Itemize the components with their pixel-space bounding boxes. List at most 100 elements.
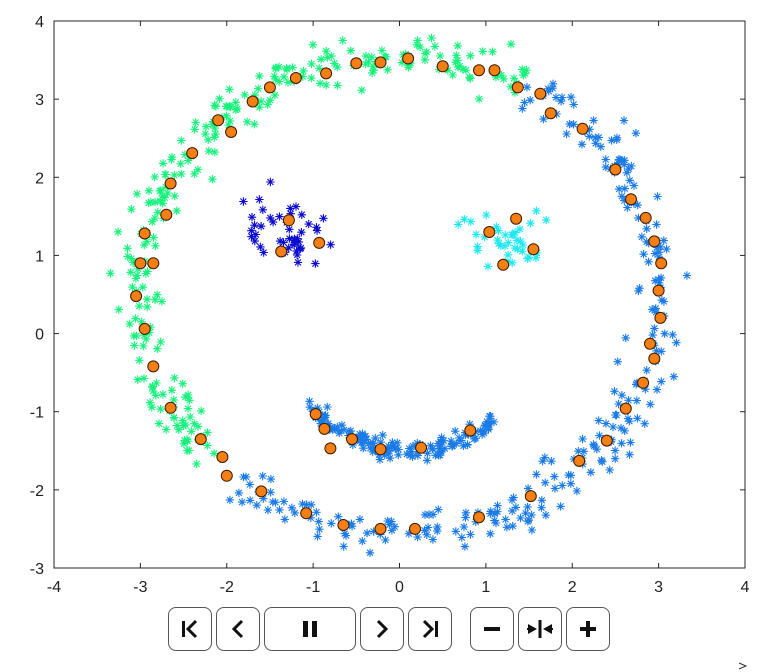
cluster-2-point [287,503,296,512]
cluster-4-point [285,225,294,234]
previous-frame-button[interactable] [216,607,260,651]
faster-button[interactable] [566,607,610,651]
cluster-4-point [289,240,299,249]
cluster-1-point [256,97,266,106]
cluster-3-point [402,450,411,459]
cluster-2-point [648,330,657,340]
first-frame-button[interactable] [168,607,212,651]
cluster-2-point [355,515,365,524]
cluster-1-point [169,413,179,423]
cluster-3-point [378,430,387,440]
cluster-2-point [362,528,372,538]
cluster-1-point [174,425,183,434]
x-tick-label: -2 [220,579,234,596]
cluster-5-point [454,220,463,229]
cluster-1-point [307,59,316,69]
cluster-5-point [532,206,541,215]
cluster-2-point [537,496,546,505]
cluster-3-point [431,451,440,460]
cluster-2-point [544,87,553,96]
cluster-2-point [633,414,642,423]
cluster-2-point [660,329,669,338]
cluster-2-point [662,244,671,254]
reset-speed-button[interactable] [518,607,562,651]
cluster-1-point [255,71,264,81]
cluster-1-point [153,290,162,299]
cluster-1-point [153,344,162,353]
cluster-1-point [381,52,391,61]
cluster-1-point [333,81,342,90]
cluster-2-point [650,249,660,258]
cluster-1-point [222,111,231,120]
cluster-2-point [527,510,536,520]
cluster-2-point [347,519,356,528]
cluster-1-point [167,386,176,395]
centroid-point [337,519,350,531]
cluster-1-point [183,437,192,446]
cluster-2-point [642,224,651,233]
cluster-5-point [512,236,522,245]
pause-button[interactable] [264,607,356,651]
cluster-1-point [397,58,407,67]
cluster-2-point [610,446,620,455]
cluster-3-point [391,444,400,453]
cluster-2-point [347,522,357,531]
cluster-2-point [521,509,530,518]
cluster-1-point [123,244,132,253]
cluster-2-point [245,496,255,505]
centroid-point [309,408,322,421]
cluster-3-point [440,444,450,453]
cluster-4-point [256,222,266,231]
cluster-3-point [447,436,456,446]
cluster-2-point [651,276,660,285]
cluster-2-point [466,530,475,539]
cluster-1-point [144,198,153,207]
cluster-1-point [509,74,519,83]
last-frame-button[interactable] [408,607,452,651]
centroid-point [374,522,387,535]
cluster-1-point [222,102,231,111]
cluster-1-point [125,319,134,329]
cluster-1-point [357,86,366,95]
cluster-1-point [383,65,392,74]
cluster-1-point [288,63,297,72]
cluster-1-point [210,133,219,142]
cluster-3-point [388,438,397,447]
cluster-2-point [589,440,598,449]
cluster-2-point [631,129,641,138]
cluster-1-point [135,356,144,365]
cluster-4-point [290,236,299,245]
cluster-2-point [564,470,573,480]
cluster-2-point [237,497,247,507]
next-frame-button[interactable] [360,607,404,651]
cluster-1-point [210,123,219,133]
x-tick-label: -4 [47,579,61,596]
cluster-2-point [390,522,399,531]
cluster-2-point [423,523,433,532]
cluster-2-point [668,330,677,339]
centroid-point [648,235,661,248]
cluster-3-point [484,425,493,434]
y-tick-label: 2 [35,170,44,187]
slower-button[interactable] [470,607,514,651]
cluster-2-point [266,488,275,497]
cluster-1-point [242,117,252,126]
y-tick-label: 3 [35,92,44,109]
cluster-2-point [523,502,532,512]
cluster-2-point [627,161,636,171]
centroid-point [275,245,288,258]
cluster-5-point [518,240,528,250]
cluster-1-point [361,60,370,69]
cluster-2-point [501,515,510,524]
centroid-point [637,376,650,389]
cluster-2-point [541,511,551,520]
cluster-1-point [138,283,147,292]
cluster-2-point [422,530,431,539]
cluster-3-point [362,435,371,444]
cluster-3-point [439,436,448,445]
cluster-2-point [459,522,469,532]
cluster-1-point [163,188,172,198]
cluster-3-point [318,416,327,425]
cluster-1-point [299,66,308,76]
centroid-point [255,485,268,498]
